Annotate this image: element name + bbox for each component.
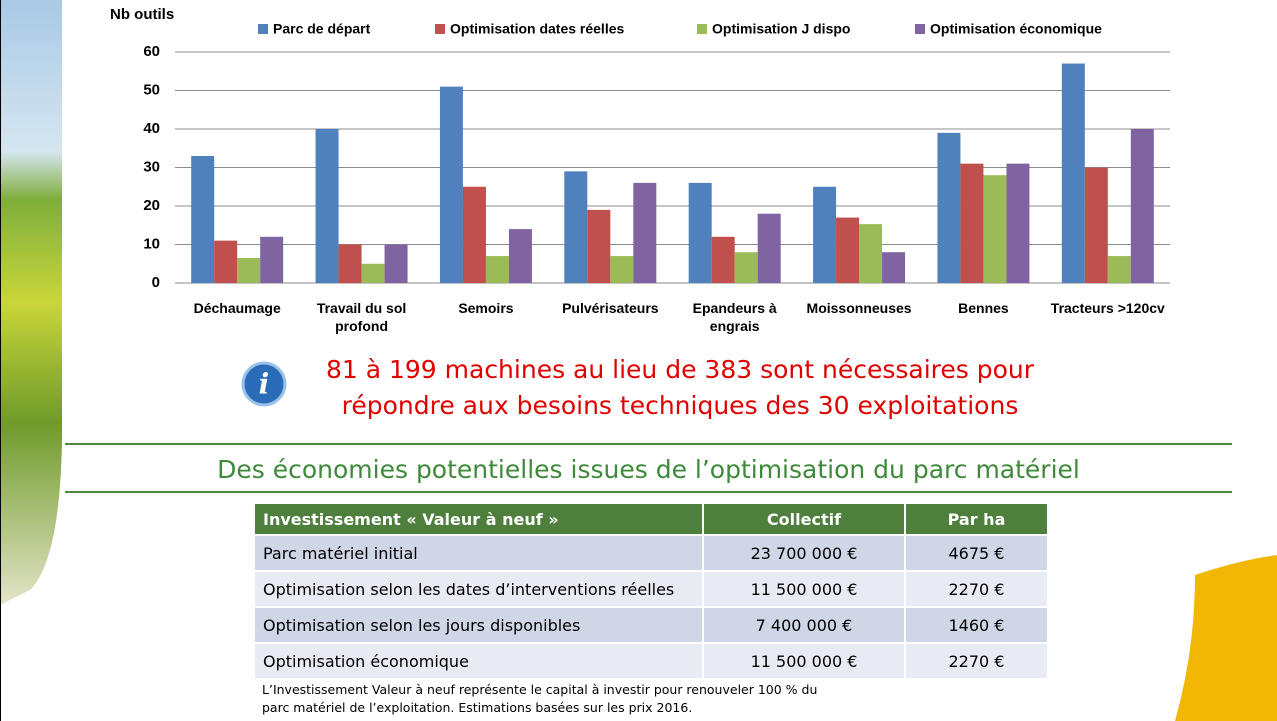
table-cell: 23 700 000 € (704, 536, 906, 570)
x-tick-label: Travail du sol profond (303, 299, 421, 335)
bar (316, 129, 339, 283)
table-header-cell: Investissement « Valeur à neuf » (255, 504, 704, 534)
bar (440, 87, 463, 283)
bar (1006, 164, 1029, 283)
legend-label: Parc de départ (273, 21, 371, 37)
y-tick-label: 30 (143, 158, 160, 175)
legend-label: Optimisation économique (930, 21, 1102, 37)
bar (214, 241, 237, 283)
bar (362, 264, 385, 283)
bar (339, 245, 362, 284)
x-tick-label: Moissonneuses (800, 299, 918, 317)
table-cell: 2270 € (906, 572, 1049, 606)
info-icon-glyph: i (259, 368, 270, 401)
bar (237, 258, 260, 283)
y-axis-title: Nb outils (110, 6, 174, 23)
info-text: 81 à 199 machines au lieu de 383 sont né… (280, 352, 1080, 387)
table-cell: 1460 € (906, 608, 1049, 642)
legend-swatch (435, 24, 445, 34)
legend-swatch (258, 24, 268, 34)
bar (260, 237, 283, 283)
table-header-cell: Collectif (704, 504, 906, 534)
table-cell: 2270 € (906, 644, 1049, 678)
bar (633, 183, 656, 283)
table-cell: 11 500 000 € (704, 572, 906, 606)
bar (689, 183, 712, 283)
bar (610, 256, 633, 283)
table-cell: Optimisation économique (255, 644, 704, 678)
table-cell: 7 400 000 € (704, 608, 906, 642)
bar (813, 187, 836, 283)
bar (509, 229, 532, 283)
table-cell: Optimisation selon les dates d’intervent… (255, 572, 704, 606)
table: Investissement « Valeur à neuf »Collecti… (255, 502, 1049, 680)
table-row: Optimisation selon les dates d’intervent… (255, 572, 1049, 606)
bar (1085, 168, 1108, 284)
legend-swatch (697, 24, 707, 34)
x-tick-label: Semoirs (427, 299, 545, 317)
x-tick-label: Déchaumage (178, 299, 296, 317)
bar (960, 164, 983, 283)
slide: Nb outils i 0 10 20 30 40 50 60 Parc de départ O… (0, 0, 1277, 721)
bar (587, 210, 610, 283)
table-cell: Parc matériel initial (255, 536, 704, 570)
x-tick-label: Pulvérisateurs (551, 299, 669, 317)
y-tick-label: 40 (143, 120, 160, 137)
table-cell: Optimisation selon les jours disponibles (255, 608, 704, 642)
section-title: Des économies potentielles issues de l’o… (65, 455, 1232, 484)
table-header-row: Investissement « Valeur à neuf »Collecti… (255, 504, 1049, 534)
bar (1062, 64, 1085, 283)
footnote: L’Investissement Valeur à neuf représent… (262, 681, 842, 717)
bar (735, 252, 758, 283)
bar (1131, 129, 1154, 283)
bar (983, 175, 1006, 283)
bar (836, 218, 859, 283)
bar (859, 224, 882, 283)
decor-shape (1175, 555, 1277, 721)
bar (191, 156, 214, 283)
bar (463, 187, 486, 283)
bar (564, 171, 587, 283)
x-tick-label: Tracteurs >120cv (1049, 299, 1167, 317)
table-cell: 4675 € (906, 536, 1049, 570)
info-text: répondre aux besoins techniques des 30 e… (280, 388, 1080, 423)
legend-label: Optimisation dates réelles (450, 21, 624, 37)
x-tick-label: Epandeurs à engrais (676, 299, 794, 335)
legend-swatch (915, 24, 925, 34)
legend-label: Optimisation J dispo (712, 21, 850, 37)
y-tick-label: 50 (143, 81, 160, 98)
decor-image (0, 0, 62, 605)
table-row: Optimisation selon les jours disponibles… (255, 608, 1049, 642)
y-tick-label: 60 (143, 43, 160, 60)
y-tick-label: 10 (143, 235, 160, 252)
table-cell: 11 500 000 € (704, 644, 906, 678)
x-tick-label: Bennes (924, 299, 1042, 317)
y-tick-label: 0 (152, 274, 160, 291)
bar (758, 214, 781, 283)
bar (385, 245, 408, 284)
y-tick-label: 20 (143, 197, 160, 214)
bar (712, 237, 735, 283)
bar (882, 252, 905, 283)
bar (1108, 256, 1131, 283)
table-header-cell: Par ha (906, 504, 1049, 534)
bar (486, 256, 509, 283)
bar (937, 133, 960, 283)
